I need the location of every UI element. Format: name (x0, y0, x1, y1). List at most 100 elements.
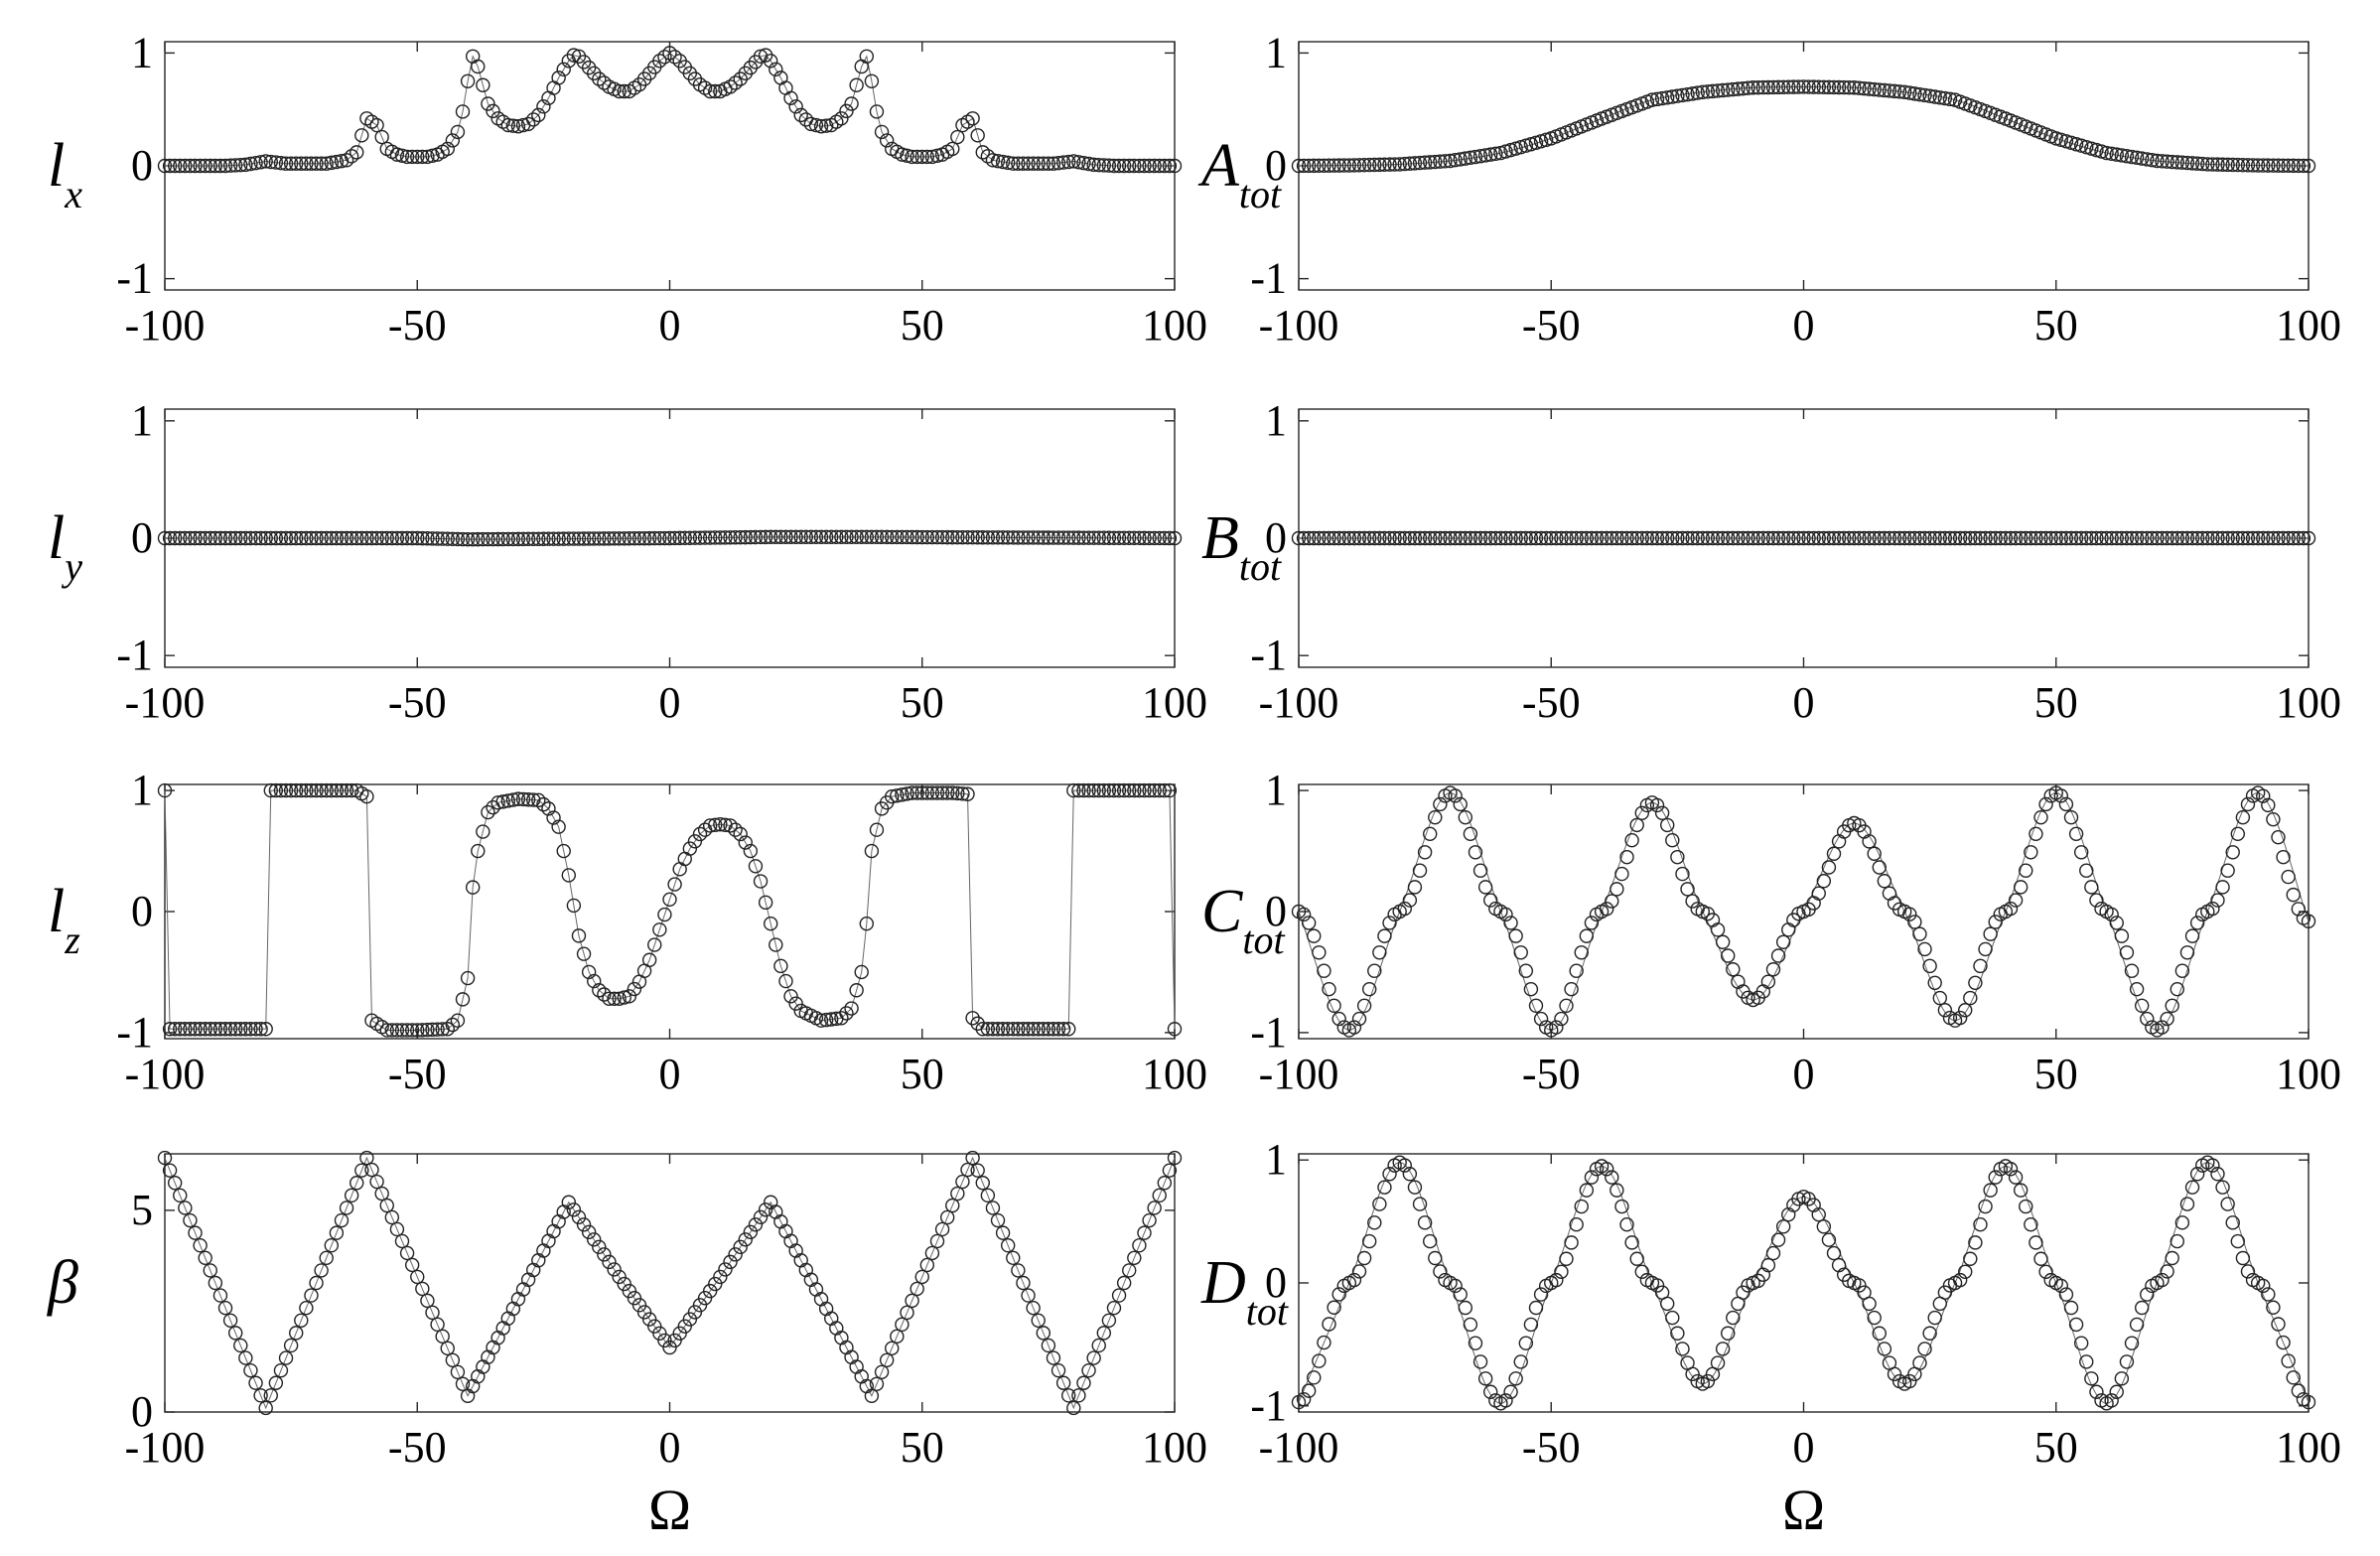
data-point (960, 1162, 975, 1178)
data-point (1463, 826, 1478, 842)
data-point (440, 141, 455, 157)
data-point (773, 529, 788, 545)
data-point (581, 964, 597, 980)
data-point (1538, 530, 1554, 546)
data-point (617, 990, 631, 1005)
data-point (2245, 530, 2261, 546)
data-point (1407, 156, 1423, 171)
data-point (243, 1362, 258, 1378)
data-point (995, 1225, 1011, 1240)
data-point (2134, 151, 2150, 166)
data-point (1857, 80, 1872, 96)
data-point (1654, 530, 1670, 546)
data-point (1322, 981, 1336, 997)
data-point (924, 785, 940, 800)
data-point (2189, 156, 2205, 171)
data-point (1137, 782, 1152, 798)
data-point (905, 1293, 919, 1309)
data-point (350, 530, 364, 546)
data-point (1448, 1278, 1463, 1294)
data-point (510, 531, 526, 547)
x-tick-label: -50 (388, 678, 447, 727)
data-point (1423, 530, 1438, 546)
data-point (233, 530, 248, 546)
data-point (2184, 928, 2200, 943)
x-tick-label: -100 (1259, 1423, 1339, 1472)
data-point (1101, 158, 1117, 173)
data-point (900, 148, 914, 163)
data-point (2230, 826, 2246, 842)
data-point (1574, 530, 1589, 546)
data-point (581, 1224, 597, 1240)
y-axis-label: lx (48, 132, 82, 216)
data-point (1891, 530, 1907, 546)
data-point (2189, 1167, 2205, 1182)
data-point (2053, 788, 2069, 803)
data-point (2114, 530, 2130, 546)
data-point (1770, 1232, 1786, 1247)
data-point (1453, 796, 1468, 812)
data-point (652, 530, 667, 546)
data-point (1458, 151, 1473, 166)
data-point (208, 158, 223, 174)
data-point (1041, 156, 1056, 171)
data-point (283, 156, 299, 171)
data-point (914, 529, 929, 545)
data-point (167, 530, 183, 546)
data-point (309, 782, 324, 798)
data-point (1111, 158, 1127, 174)
data-point (1968, 1235, 1983, 1250)
data-point (1356, 530, 1372, 546)
data-point (1902, 85, 1917, 100)
data-point (1162, 1163, 1178, 1178)
data-point (1887, 83, 1902, 99)
data-point (1736, 1285, 1750, 1300)
data-point (1574, 1199, 1589, 1214)
data-point (910, 1281, 924, 1297)
data-point (652, 1326, 667, 1341)
data-point (1157, 158, 1173, 174)
data-point (1132, 530, 1147, 546)
data-point (2240, 796, 2256, 812)
data-point (309, 1275, 324, 1291)
data-point (2271, 530, 2286, 546)
data-point (1811, 1206, 1826, 1222)
data-point (566, 531, 582, 546)
data-point (1624, 832, 1639, 848)
data-point (1407, 1180, 1423, 1195)
data-point (1589, 530, 1605, 546)
data-point (1453, 530, 1468, 546)
data-point (1958, 1003, 1973, 1018)
data-point (622, 1283, 637, 1299)
data-point (2053, 1278, 2069, 1294)
data-point (1453, 1287, 1468, 1302)
data-point (879, 529, 895, 545)
data-point (1518, 530, 1534, 546)
data-point (203, 1022, 217, 1037)
data-point (248, 155, 263, 171)
data-point (162, 530, 178, 546)
data-point (1132, 158, 1147, 174)
data-point (471, 59, 486, 74)
data-point (2104, 907, 2119, 922)
data-point (2215, 1180, 2230, 1195)
data-point (273, 155, 289, 171)
data-point (1816, 874, 1832, 889)
data-point (874, 529, 890, 545)
data-point (890, 529, 905, 545)
data-point (1503, 530, 1518, 546)
data-point (2271, 158, 2286, 173)
data-point (1147, 782, 1162, 798)
x-tick-label: -50 (1522, 1423, 1581, 1472)
data-point (1116, 530, 1132, 546)
data-point (294, 782, 309, 798)
data-point (2134, 530, 2150, 546)
data-point (531, 792, 546, 808)
data-point (1076, 782, 1091, 798)
data-point (803, 529, 819, 545)
data-point (919, 785, 935, 800)
data-point (193, 158, 208, 174)
data-point (208, 1022, 223, 1037)
data-point (1055, 155, 1071, 170)
data-point (1634, 1264, 1649, 1279)
